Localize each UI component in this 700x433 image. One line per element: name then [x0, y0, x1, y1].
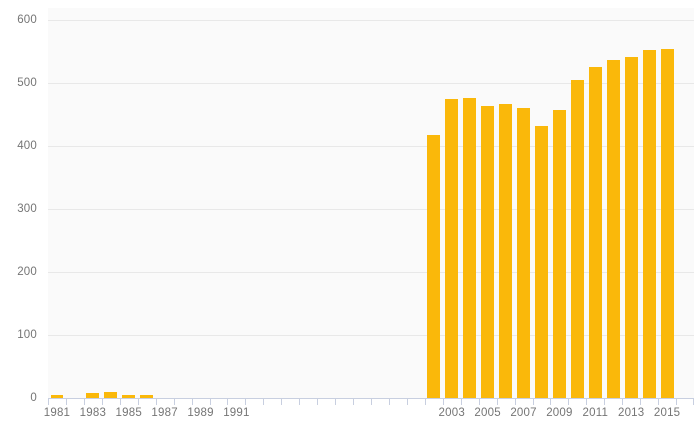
- x-axis-label-1987: 1987: [151, 407, 178, 419]
- x-axis-tick: [622, 398, 624, 405]
- x-axis-tick: [227, 398, 229, 405]
- x-axis-tick: [281, 398, 283, 405]
- x-axis-label-2007: 2007: [510, 407, 537, 419]
- x-axis-tick: [245, 398, 247, 405]
- plot-area-background: [48, 8, 694, 398]
- bar-1983[interactable]: [86, 392, 100, 398]
- x-axis-tick: [191, 398, 193, 405]
- x-axis-label-2011: 2011: [582, 407, 609, 419]
- x-axis-tick: [155, 398, 157, 405]
- bar-2002[interactable]: [427, 134, 441, 398]
- x-axis-tick: [101, 398, 103, 405]
- x-axis-tick: [353, 398, 355, 405]
- bar-2010[interactable]: [570, 79, 584, 398]
- x-axis-tick: [209, 398, 211, 405]
- bar-2008[interactable]: [535, 125, 548, 398]
- bar-2012[interactable]: [606, 60, 620, 398]
- y-axis-label-100: 100: [17, 329, 37, 341]
- bar-2006[interactable]: [499, 104, 513, 398]
- bar-2014[interactable]: [642, 49, 656, 398]
- x-axis-label-1981: 1981: [43, 407, 71, 419]
- x-axis-tick: [83, 398, 85, 405]
- x-axis-tick: [388, 398, 390, 405]
- x-axis-label-1991: 1991: [223, 407, 250, 419]
- bar-series: [48, 0, 694, 433]
- y-axis-label-0: 0: [30, 392, 37, 404]
- bar-2005[interactable]: [481, 105, 495, 398]
- x-axis-tick: [263, 398, 265, 405]
- x-axis-tick: [173, 398, 175, 405]
- x-axis-tick: [532, 398, 534, 405]
- bar-2013[interactable]: [624, 57, 638, 398]
- x-axis-tick: [442, 398, 444, 405]
- x-axis-label-2005: 2005: [474, 407, 501, 419]
- x-axis-tick: [406, 398, 408, 405]
- bar-2007[interactable]: [517, 107, 530, 398]
- x-axis-label-1989: 1989: [187, 407, 214, 419]
- x-axis-tick: [676, 398, 678, 405]
- bar-2009[interactable]: [552, 110, 566, 398]
- x-axis-tick: [658, 398, 660, 405]
- x-axis-tick: [514, 398, 516, 405]
- x-axis-tick: [424, 398, 426, 405]
- bar-1986[interactable]: [140, 394, 154, 398]
- x-axis-tick: [65, 398, 67, 405]
- x-axis-tick: [496, 398, 498, 405]
- x-axis-tick: [550, 398, 552, 405]
- x-axis-tick: [568, 398, 570, 405]
- x-axis-label-2013: 2013: [617, 407, 645, 419]
- bar-1981[interactable]: [50, 395, 64, 398]
- x-axis-tick: [317, 398, 319, 405]
- bar-2003[interactable]: [445, 99, 459, 398]
- x-axis-label-2015: 2015: [653, 407, 681, 419]
- x-axis-tick: [299, 398, 301, 405]
- x-axis-label-2009: 2009: [546, 407, 573, 419]
- x-axis-label-1983: 1983: [79, 407, 107, 419]
- y-axis-label-200: 200: [17, 266, 37, 278]
- x-axis-tick: [119, 398, 121, 405]
- bar-2011[interactable]: [588, 66, 602, 398]
- y-axis: 0 100 200 300 400 500 600: [0, 0, 48, 433]
- x-axis-tick: [460, 398, 462, 405]
- bar-1984[interactable]: [104, 391, 118, 398]
- x-axis-tick: [371, 398, 372, 405]
- bar-2004[interactable]: [463, 97, 477, 398]
- y-axis-label-500: 500: [17, 77, 37, 89]
- bar-1985[interactable]: [122, 395, 136, 398]
- x-axis: 1981 1983 1985 1987 1989 1991 2003 2005 2007 2009…: [44, 405, 694, 433]
- x-axis-tick: [604, 398, 606, 405]
- x-axis-tick: [586, 398, 588, 405]
- x-axis-label-2003: 2003: [438, 407, 465, 419]
- x-axis-tick: [335, 398, 337, 405]
- x-axis-label-1985: 1985: [115, 407, 142, 419]
- x-axis-tick: [478, 398, 480, 405]
- bar-2015[interactable]: [660, 48, 674, 398]
- x-axis-ticks: [48, 398, 694, 405]
- x-axis-tick: [640, 398, 642, 405]
- y-axis-label-400: 400: [17, 140, 37, 152]
- x-axis-tick: [48, 398, 49, 405]
- x-axis-tick: [693, 398, 694, 405]
- y-axis-label-300: 300: [17, 203, 37, 215]
- x-axis-tick: [137, 398, 139, 405]
- y-axis-label-600: 600: [17, 14, 37, 26]
